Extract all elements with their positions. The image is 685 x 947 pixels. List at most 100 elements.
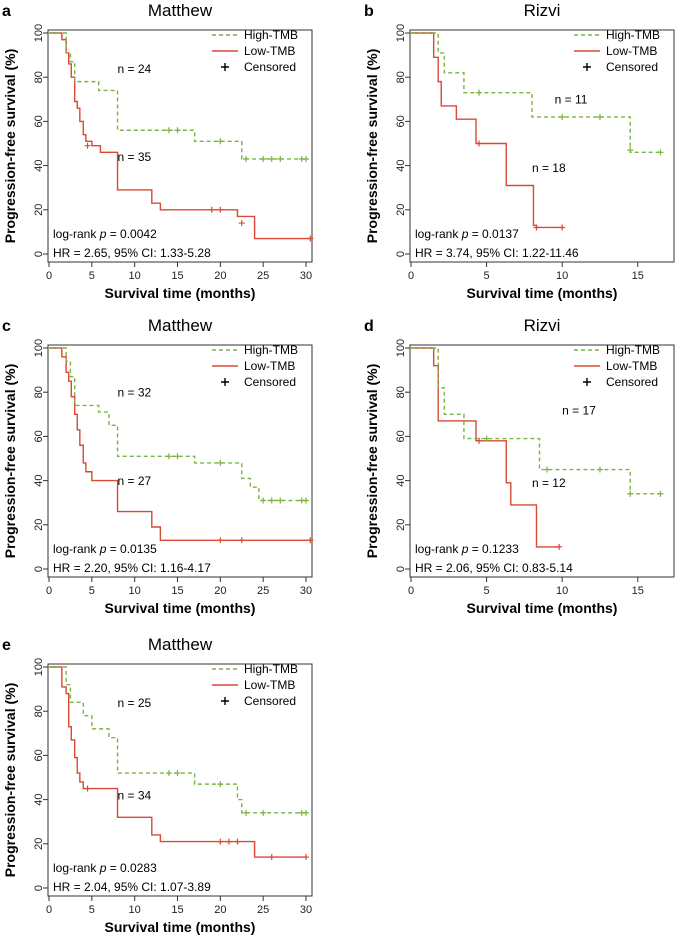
censor-mark [533,224,540,231]
censor-mark [217,537,224,544]
censor-mark [476,89,483,96]
logrank-text: log-rank p = 0.0042 [53,227,157,241]
censor-mark [476,140,483,147]
x-tick-label: 5 [484,270,490,282]
low-tmb-curve [49,347,311,541]
legend-censor-icon [221,378,229,386]
low-tmb-n-label: n = 18 [532,161,566,175]
logrank-text: log-rank p = 0.0137 [415,227,519,241]
hr-text: HR = 3.74, 95% CI: 1.22-11.46 [415,246,579,260]
legend-high-label: High-TMB [606,343,660,357]
censor-mark [596,113,603,120]
y-tick-label: 100 [395,339,407,357]
x-tick-label: 30 [300,270,312,282]
censor-mark [225,838,232,845]
legend-censored-label: Censored [606,60,658,74]
censor-mark [657,490,664,497]
legend-censored-label: Censored [244,375,296,389]
y-tick-label: 80 [33,705,45,717]
legend-low-label: Low-TMB [606,44,657,58]
x-tick-label: 10 [129,585,141,597]
high-tmb-n-label: n = 17 [562,403,596,417]
chart-title: Rizvi [524,316,561,335]
low-tmb-n-label: n = 27 [118,474,152,488]
y-axis-label: Progression-free survival (%) [2,683,18,878]
x-tick-label: 0 [46,270,52,282]
x-tick-label: 15 [171,585,183,597]
censor-mark [165,127,172,134]
y-tick-label: 100 [33,24,45,42]
y-tick-label: 100 [33,339,45,357]
censor-mark [268,497,275,504]
y-tick-label: 40 [395,474,407,486]
x-tick-label: 25 [257,585,269,597]
high-tmb-n-label: n = 32 [118,386,152,400]
censor-mark [303,497,309,504]
censor-mark [234,838,241,845]
panel-letter: d [364,318,374,335]
censor-mark [268,854,275,861]
legend-high-label: High-TMB [606,28,660,42]
y-axis-label: Progression-free survival (%) [2,364,18,559]
y-tick-label: 80 [33,71,45,83]
low-tmb-curve [411,32,563,229]
y-tick-label: 20 [395,204,407,216]
y-tick-label: 60 [33,115,45,127]
hr-text: HR = 2.65, 95% CI: 1.33-5.28 [53,246,211,260]
x-tick-label: 10 [129,904,141,916]
y-tick-label: 0 [33,251,45,257]
censor-mark [268,155,275,162]
x-tick-label: 30 [300,585,312,597]
legend-censor-icon [221,697,229,705]
censor-mark [238,537,245,544]
censor-mark [627,147,634,154]
x-tick-label: 15 [171,904,183,916]
x-axis-label: Survival time (months) [105,600,256,616]
panel-letter: e [2,637,11,654]
censor-mark [217,838,224,845]
y-tick-label: 0 [33,566,45,572]
censor-mark [627,490,634,497]
chart-title: Matthew [148,316,213,335]
censor-mark [208,206,215,213]
low-tmb-curve [49,666,306,858]
censor-mark [174,127,181,134]
censor-mark [217,459,224,466]
x-tick-label: 10 [556,585,568,597]
high-tmb-curve [49,32,306,160]
censor-mark [476,437,483,444]
plot-frame [409,344,675,578]
censor-mark [217,206,224,213]
x-tick-label: 5 [484,585,490,597]
plot-frame [47,29,313,263]
legend-high-label: High-TMB [244,343,298,357]
censor-mark [303,809,309,816]
y-tick-label: 20 [33,204,45,216]
high-tmb-curve [411,32,661,154]
x-tick-label: 20 [214,270,226,282]
high-tmb-n-label: n = 11 [555,93,588,107]
logrank-text: log-rank p = 0.1233 [415,542,519,556]
y-tick-label: 80 [33,386,45,398]
censor-mark [483,435,490,442]
x-tick-label: 0 [408,270,414,282]
x-axis-label: Survival time (months) [105,919,256,935]
legend-high-label: High-TMB [244,662,298,676]
censor-mark [217,781,224,788]
censor-mark [559,224,566,231]
y-tick-label: 40 [33,793,45,805]
y-axis-label: Progression-free survival (%) [364,49,380,244]
high-tmb-n-label: n = 25 [118,696,152,710]
censor-mark [165,453,172,460]
y-tick-label: 60 [395,115,407,127]
y-tick-label: 60 [395,430,407,442]
panel-letter: b [364,3,374,20]
x-tick-label: 5 [89,904,95,916]
low-tmb-curve [49,32,311,240]
y-axis-label: Progression-free survival (%) [2,49,18,244]
x-tick-label: 15 [171,270,183,282]
low-tmb-curve [411,347,560,548]
x-axis-label: Survival time (months) [105,285,256,301]
y-tick-label: 20 [395,519,407,531]
